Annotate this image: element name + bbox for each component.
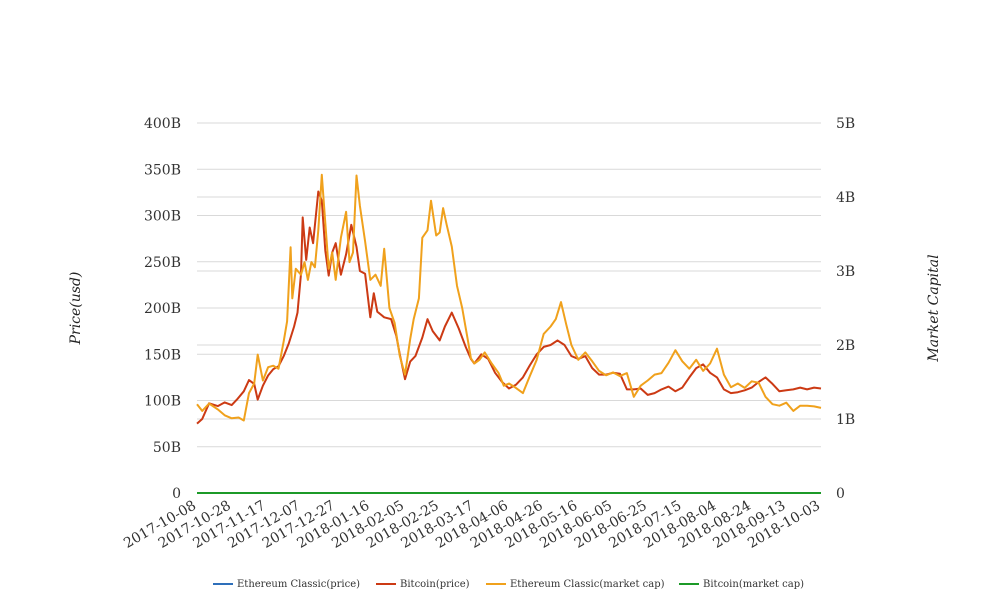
legend-label: Ethereum Classic(price) (237, 579, 360, 590)
left-axis: 0 50B 100B 150B 200B 250B 300B 350B 400B (144, 116, 181, 502)
legend-label: Ethereum Classic(market cap) (510, 579, 665, 590)
y-right-tick-label: 2B (836, 338, 855, 354)
series-line (196, 173, 822, 422)
y-right-tick-label: 0 (836, 486, 845, 502)
y-right-tick-label: 4B (836, 190, 855, 206)
y-right-tick-label: 3B (836, 264, 855, 280)
y-axis-title-right: Market Capital (926, 254, 942, 362)
y-left-tick-label: 0 (172, 486, 181, 502)
y-left-tick-label: 50B (153, 440, 181, 456)
legend-label: Bitcoin(market cap) (703, 579, 804, 590)
legend: Ethereum Classic(price) Bitcoin(price) Eth… (213, 579, 804, 590)
y-left-tick-label: 250B (144, 255, 181, 271)
y-right-tick-label: 5B (836, 116, 855, 132)
y-left-tick-label: 150B (144, 347, 181, 363)
right-axis: 0 1B 2B 3B 4B 5B (836, 116, 855, 502)
y-left-tick-label: 350B (144, 162, 181, 178)
y-left-tick-label: 300B (144, 209, 181, 225)
x-axis: 2017-10-082017-10-282017-11-172017-12-07… (121, 498, 823, 552)
y-axis-title-left: Price(usd) (68, 272, 84, 346)
y-left-tick-label: 100B (144, 394, 181, 410)
series-lines (196, 173, 822, 494)
grid-lines (197, 122, 821, 494)
legend-label: Bitcoin(price) (400, 579, 470, 590)
y-left-tick-label: 400B (144, 116, 181, 132)
y-right-tick-label: 1B (836, 412, 855, 428)
y-left-tick-label: 200B (144, 301, 181, 317)
